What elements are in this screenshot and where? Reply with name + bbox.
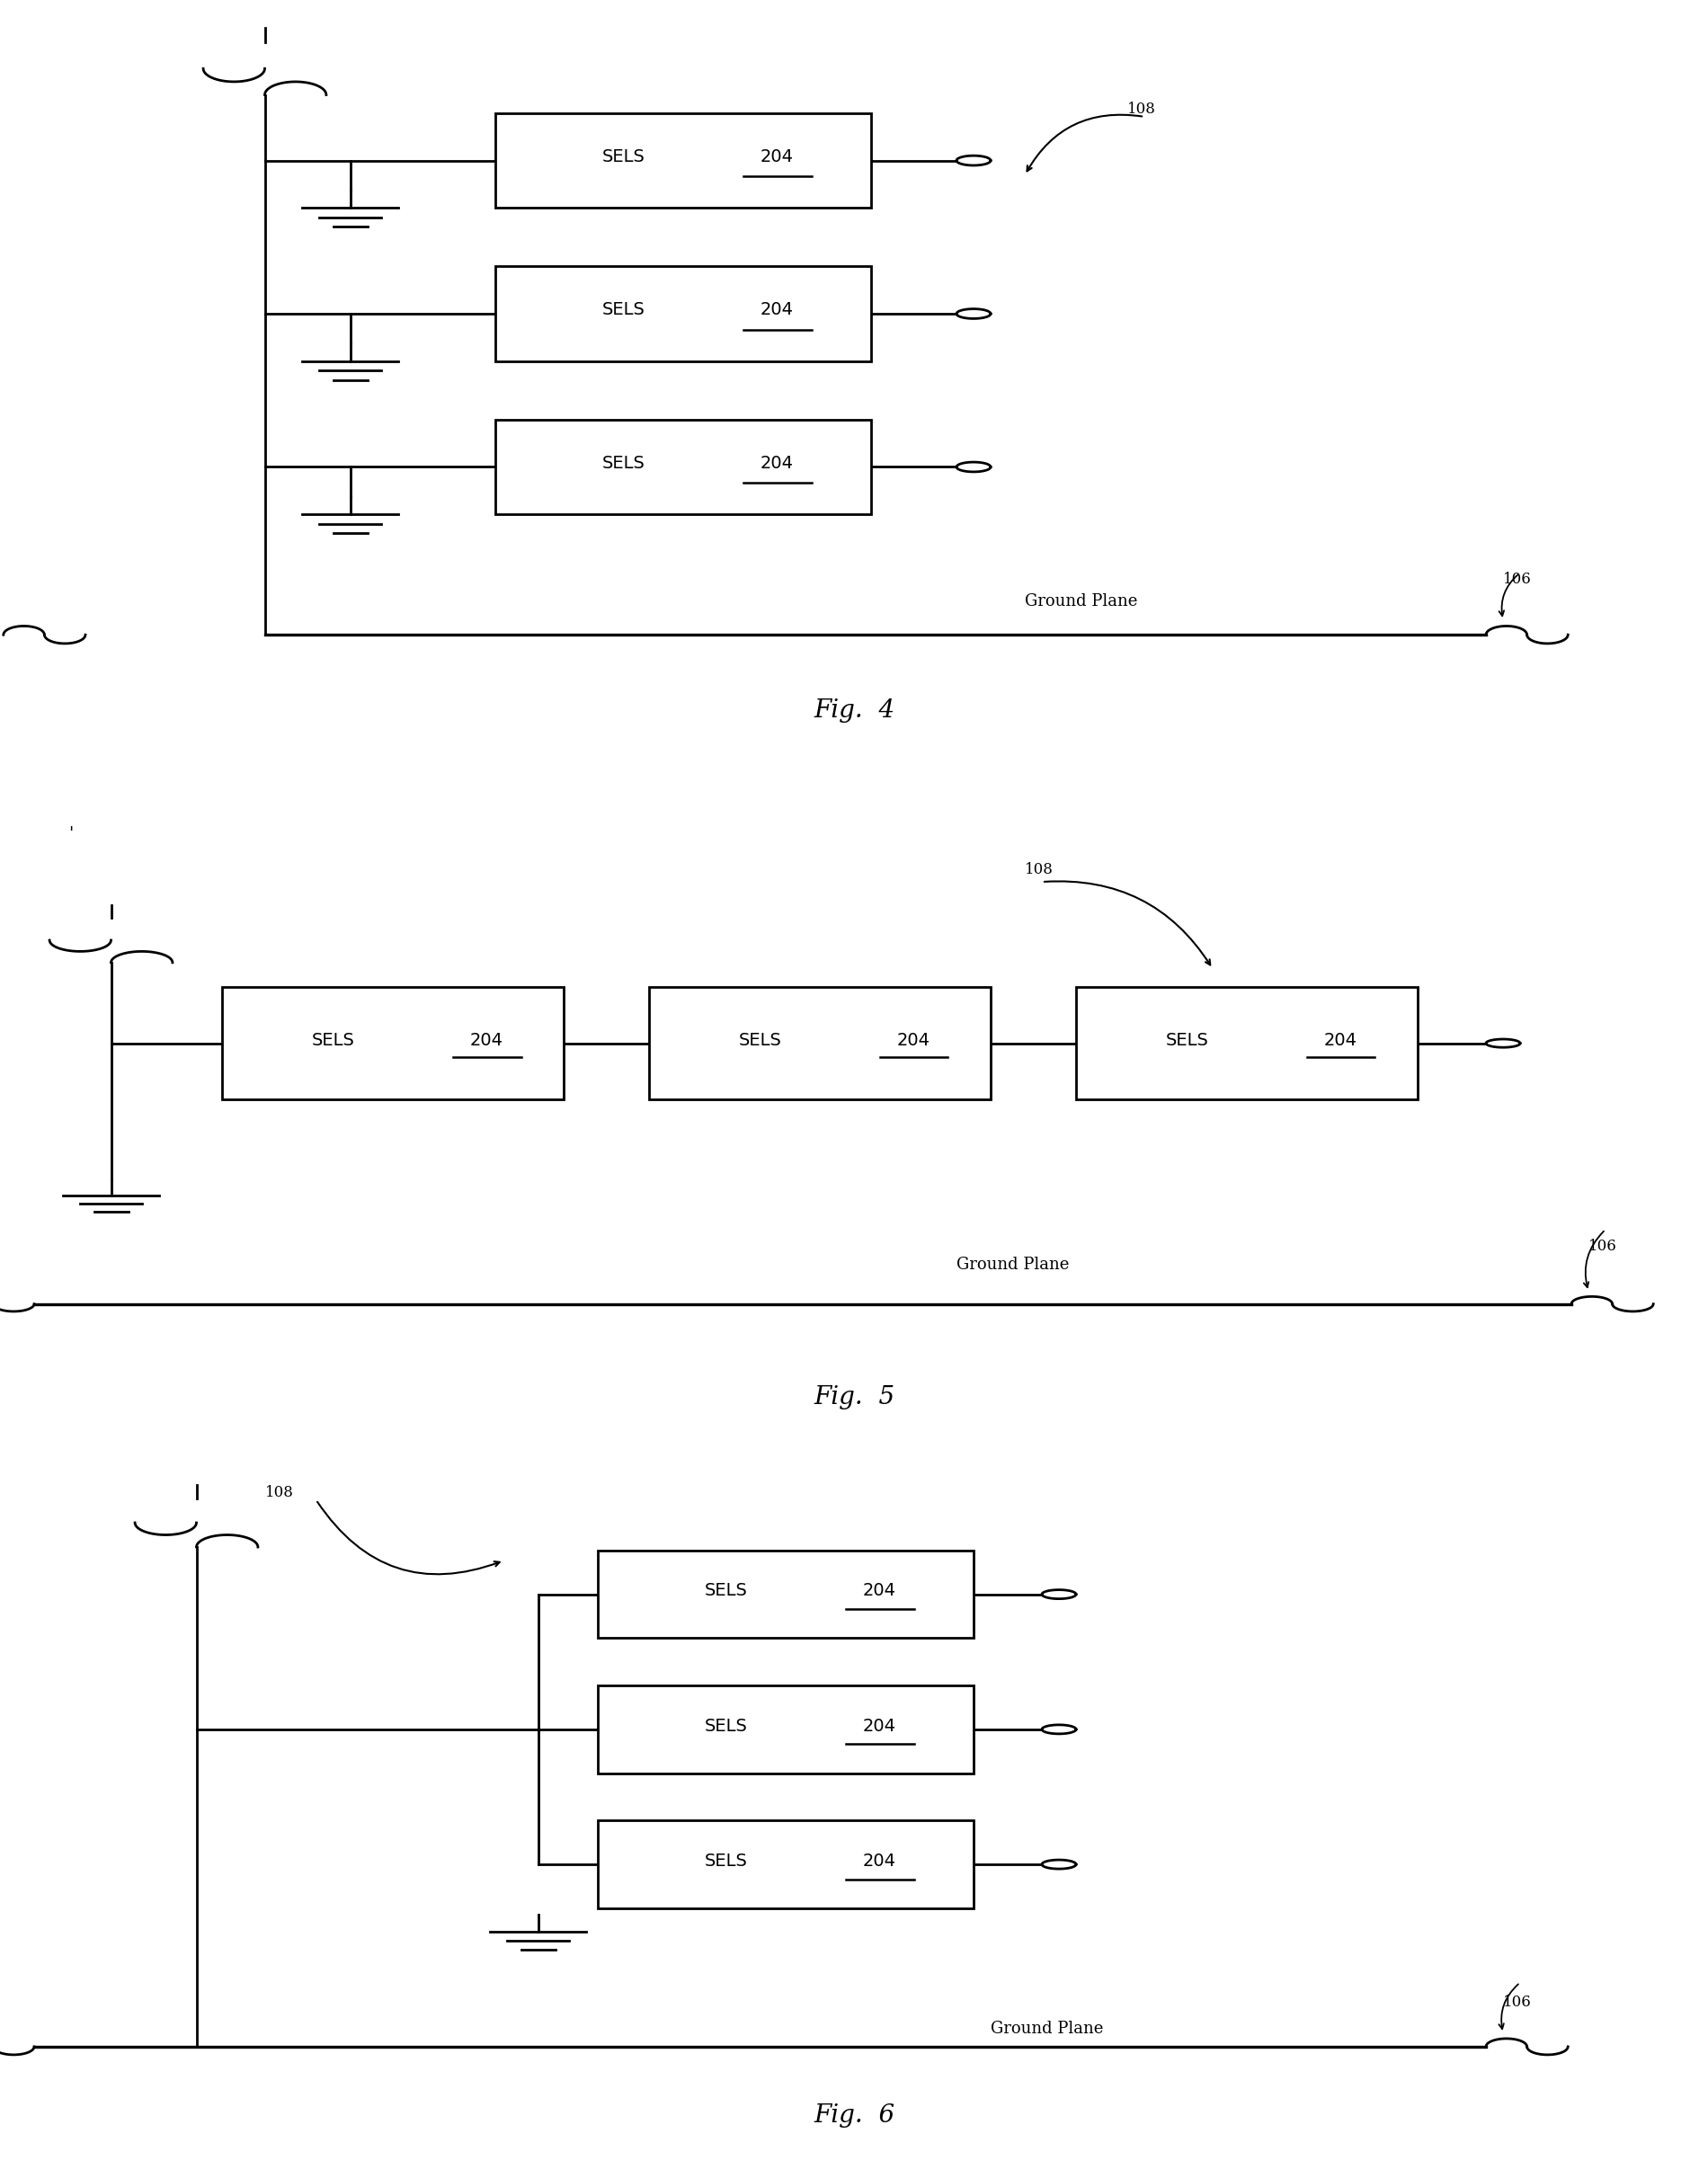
- Text: SELS: SELS: [601, 455, 646, 473]
- Text: SELS: SELS: [704, 1718, 748, 1734]
- Text: 204: 204: [470, 1032, 504, 1048]
- Text: SELS: SELS: [704, 1583, 748, 1599]
- Text: 204: 204: [863, 1718, 897, 1734]
- Bar: [495, 266, 871, 362]
- Text: SELS: SELS: [704, 1853, 748, 1869]
- Text: Fig.  5: Fig. 5: [813, 1385, 895, 1409]
- Text: Fig.  6: Fig. 6: [813, 2104, 895, 2128]
- Text: SELS: SELS: [601, 301, 646, 318]
- Text: SELS: SELS: [738, 1032, 782, 1048]
- Text: Ground Plane: Ground Plane: [956, 1257, 1069, 1272]
- Text: 106: 106: [1503, 573, 1532, 588]
- Text: Ground Plane: Ground Plane: [991, 2021, 1103, 2036]
- Text: 204: 204: [760, 301, 794, 318]
- Text: 108: 108: [265, 1485, 294, 1501]
- Bar: [495, 420, 871, 514]
- Text: 204: 204: [760, 455, 794, 473]
- Text: SELS: SELS: [1165, 1032, 1209, 1048]
- Text: 204: 204: [897, 1032, 931, 1048]
- Bar: [1076, 987, 1418, 1100]
- Text: 108: 108: [1025, 862, 1054, 878]
- Text: 204: 204: [760, 148, 794, 166]
- Bar: [598, 1821, 974, 1908]
- Text: Fig.  4: Fig. 4: [813, 699, 895, 723]
- Text: 106: 106: [1503, 1995, 1532, 2010]
- Bar: [495, 113, 871, 207]
- Text: SELS: SELS: [311, 1032, 355, 1048]
- Text: Ground Plane: Ground Plane: [1025, 592, 1138, 610]
- Text: 204: 204: [1324, 1032, 1358, 1048]
- Bar: [649, 987, 991, 1100]
- Bar: [222, 987, 564, 1100]
- Bar: [598, 1551, 974, 1638]
- Text: ': ': [68, 825, 73, 843]
- Text: 106: 106: [1588, 1239, 1617, 1255]
- Text: 204: 204: [863, 1853, 897, 1869]
- Text: 108: 108: [1127, 102, 1156, 118]
- Bar: [598, 1686, 974, 1773]
- Text: 204: 204: [863, 1583, 897, 1599]
- Text: SELS: SELS: [601, 148, 646, 166]
